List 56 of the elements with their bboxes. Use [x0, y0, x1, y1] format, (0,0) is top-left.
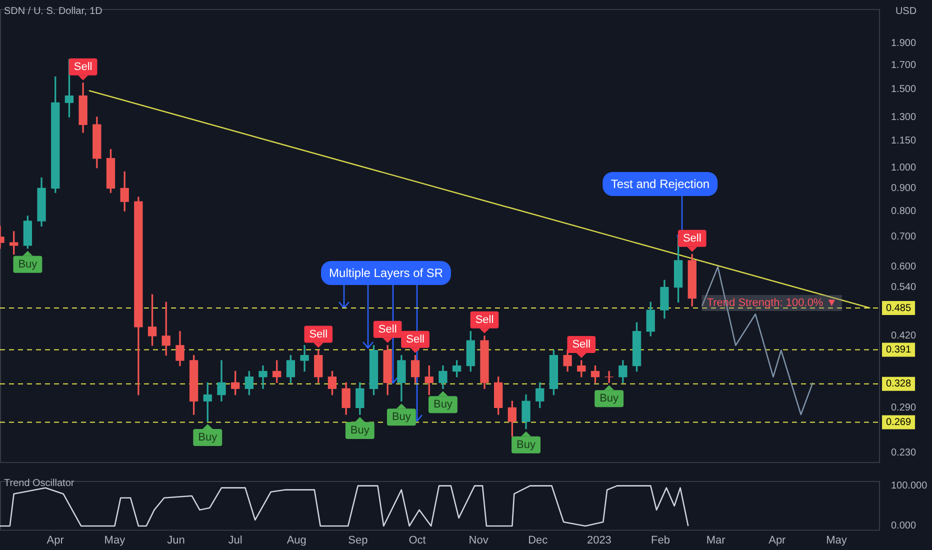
annotation: Sell: [682, 232, 702, 244]
annotation: Sell: [309, 328, 328, 340]
candlestick: [300, 345, 309, 372]
candlestick: [258, 365, 268, 389]
ref-line-label: 0.269: [886, 417, 912, 428]
y-tick-label: 1.900: [891, 38, 916, 50]
y-tick-label: 0.600: [891, 262, 916, 273]
y-tick-label: 0.420: [891, 330, 916, 342]
x-tick-label: May: [104, 534, 126, 546]
x-tick-label: Oct: [408, 534, 426, 546]
y-axis-title: USD: [895, 6, 917, 17]
annotation: Sell: [475, 314, 494, 326]
annotation: Multiple Layers of SR: [321, 261, 452, 286]
annotation: Sell: [406, 333, 424, 346]
y-tick-label: 1.150: [891, 136, 916, 147]
x-tick-label: Feb: [651, 534, 670, 546]
annotation: Buy: [18, 258, 38, 270]
x-tick-label: Jun: [167, 534, 185, 546]
y-tick-label: 0.230: [891, 447, 916, 458]
x-tick-label: Jul: [228, 534, 242, 546]
annotation: Buy: [392, 411, 412, 424]
y-tick-label: 1.300: [891, 112, 916, 123]
annotation: Sell: [572, 338, 591, 351]
x-tick-label: May: [826, 534, 848, 546]
y-tick-label: 0.900: [891, 183, 916, 194]
ref-line-label: 0.391: [886, 344, 912, 356]
annotation: Buy: [516, 438, 536, 451]
annotation: Buy: [433, 398, 453, 411]
annotation: Buy: [600, 392, 620, 405]
x-tick-label: Nov: [468, 534, 489, 546]
x-tick-label: Mar: [706, 534, 726, 546]
y-tick-label: 0.540: [891, 282, 916, 293]
chart-title: Trend Oscillator: [4, 478, 75, 489]
y-tick-label: 0.290: [891, 402, 916, 414]
annotation: Sell: [74, 60, 92, 73]
x-tick-label: Aug: [286, 534, 306, 546]
y-tick-label: 100.000: [891, 480, 928, 492]
annotation: Buy: [350, 424, 370, 437]
y-tick-label: 0.800: [891, 206, 916, 217]
x-tick-label: Dec: [528, 534, 548, 546]
annotation: Buy: [198, 432, 218, 444]
annotation: Trend Strength: 100.0% ▼: [702, 295, 842, 311]
chart-title: SDN / U. S. Dollar, 1D: [4, 6, 102, 17]
y-tick-label: 0.000: [891, 520, 916, 532]
y-tick-label: 1.700: [891, 60, 916, 71]
x-tick-label: Sep: [348, 534, 368, 546]
y-tick-label: 1.000: [891, 162, 916, 174]
annotation: Sell: [378, 323, 397, 336]
ref-line-label: 0.485: [886, 302, 912, 314]
annotation: Test and Rejection: [602, 172, 718, 196]
x-tick-label: 2023: [586, 534, 612, 546]
ref-line-label: 0.328: [886, 378, 912, 390]
y-tick-label: 0.700: [891, 232, 916, 243]
y-tick-label: 1.500: [891, 84, 916, 96]
x-tick-label: Apr: [768, 534, 786, 546]
x-tick-label: Apr: [46, 534, 64, 546]
